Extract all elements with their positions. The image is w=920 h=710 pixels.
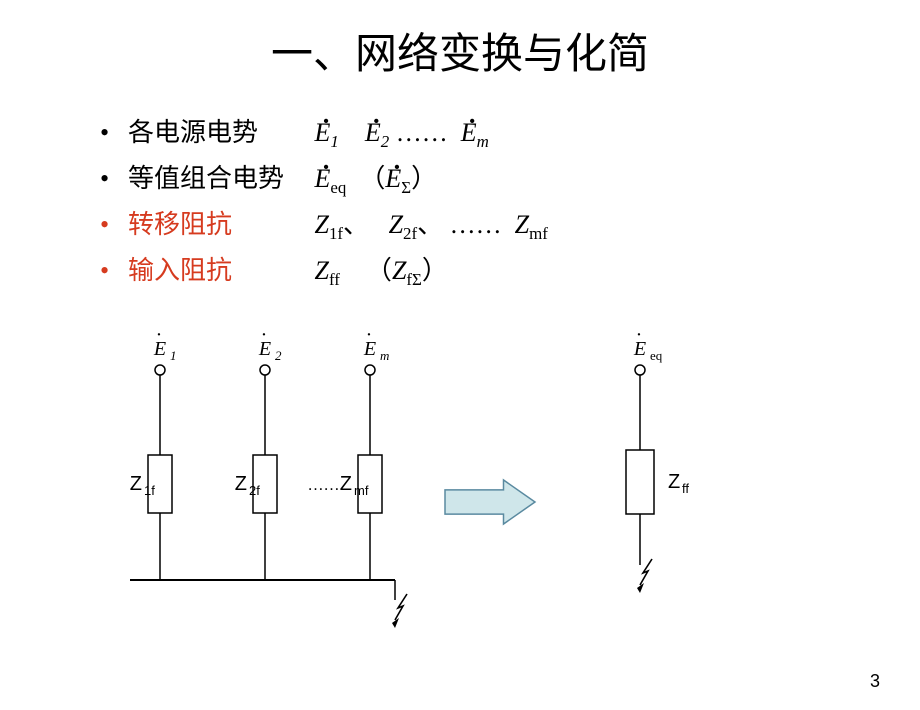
svg-text:m: m: [380, 348, 389, 363]
svg-text:2f: 2f: [249, 483, 260, 498]
svg-text:……: ……: [308, 477, 340, 494]
page-title: 一、网络变换与化简: [0, 20, 920, 81]
svg-text:Z: Z: [340, 473, 352, 495]
svg-text:Z: Z: [130, 473, 142, 495]
bullet-3-expr: Z1f、 Z2f、 …… Zmf: [315, 210, 548, 239]
bullet-4-expr: Zff （ZfΣ）: [315, 256, 448, 285]
svg-text:·: ·: [636, 330, 643, 346]
bullet-2-label: 等值组合电势: [128, 157, 308, 201]
svg-text:·: ·: [156, 330, 163, 346]
bullet-3-label: 转移阻抗: [128, 203, 308, 247]
bullet-1: 各电源电势 E1 E2 …… Em: [100, 111, 920, 157]
bullet-2: 等值组合电势 Eeq （EΣ）: [100, 157, 920, 203]
bullet-4-label: 输入阻抗: [128, 249, 308, 293]
svg-text:1f: 1f: [144, 483, 155, 498]
bullet-1-label: 各电源电势: [128, 111, 308, 155]
circuit-diagram: E·1Z1fE·2Z2fE·mZmf……E·eqZff: [0, 330, 920, 670]
svg-text:Z: Z: [235, 473, 247, 495]
bullet-3: 转移阻抗 Z1f、 Z2f、 …… Zmf: [100, 203, 920, 249]
svg-text:2: 2: [275, 348, 282, 363]
svg-text:ff: ff: [682, 481, 689, 496]
bullet-list: 各电源电势 E1 E2 …… Em 等值组合电势 Eeq （EΣ） 转移阻抗 Z…: [100, 111, 920, 295]
page-number: 3: [870, 671, 880, 692]
svg-text:mf: mf: [354, 483, 369, 498]
bullet-4: 输入阻抗 Zff （ZfΣ）: [100, 249, 920, 295]
svg-text:eq: eq: [650, 348, 663, 363]
svg-text:1: 1: [170, 348, 177, 363]
svg-text:·: ·: [366, 330, 373, 346]
svg-text:·: ·: [261, 330, 268, 346]
svg-text:Z: Z: [668, 471, 680, 493]
bullet-2-expr: Eeq （EΣ）: [315, 164, 438, 193]
